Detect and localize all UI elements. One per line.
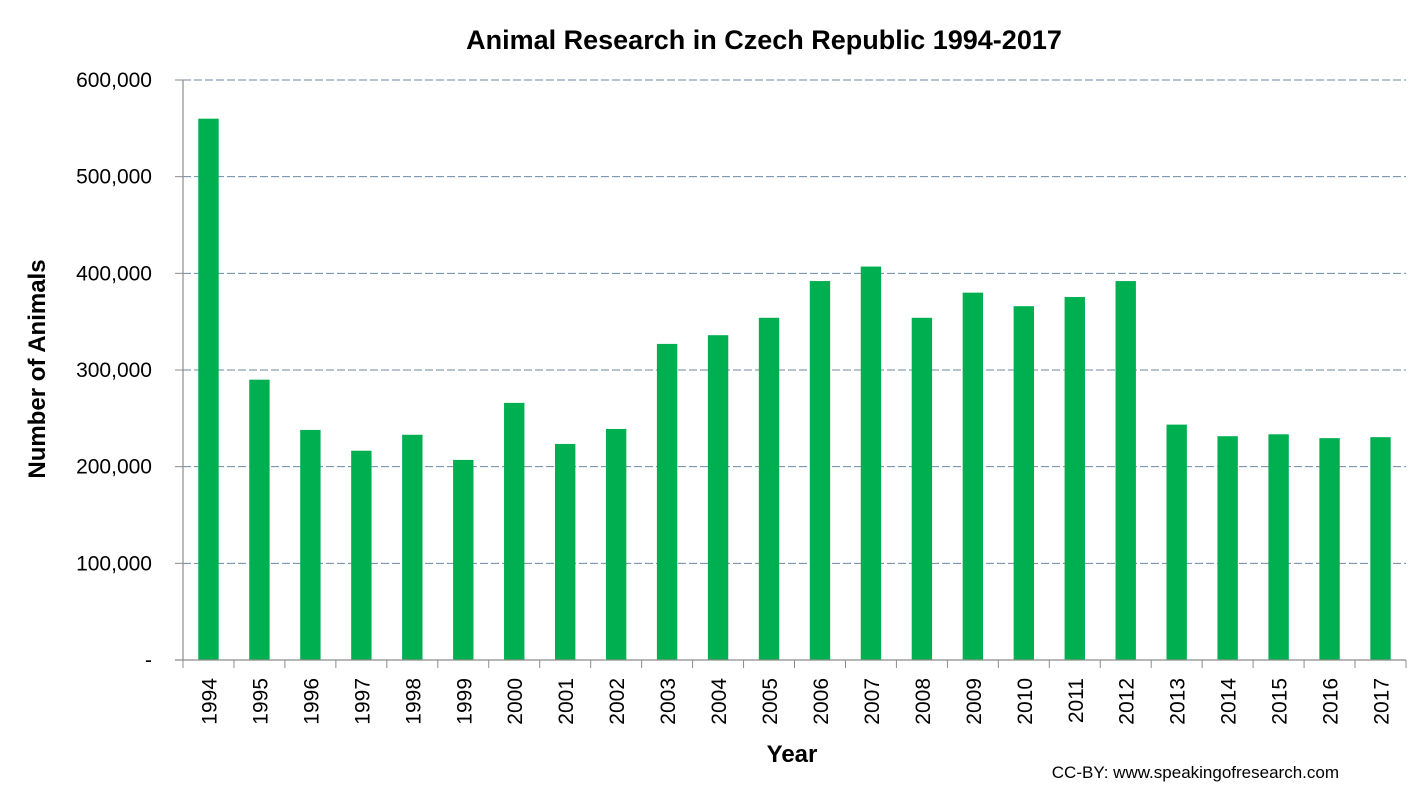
- x-tick-label: 2011: [1065, 678, 1088, 723]
- x-tick-label: 2003: [657, 678, 680, 725]
- bar-2006: [809, 281, 831, 660]
- bar-1995: [249, 379, 270, 660]
- x-tick-label: 2017: [1371, 678, 1394, 725]
- x-tick-label: 2006: [810, 678, 833, 725]
- bar-2010: [1013, 306, 1035, 660]
- bar-2001: [554, 443, 576, 660]
- x-tick-label: 2013: [1167, 678, 1190, 725]
- y-tick-label: 100,000: [76, 552, 152, 575]
- bar-2002: [605, 428, 627, 660]
- x-tick-label: 1994: [198, 678, 221, 725]
- x-tick-label: 2001: [555, 678, 578, 725]
- bars: [198, 118, 1391, 660]
- bar-2004: [707, 335, 729, 660]
- y-tick-label: 300,000: [76, 359, 152, 382]
- x-tick-label: 2010: [1014, 678, 1037, 725]
- x-tick-label: 2008: [912, 678, 935, 725]
- chart-title: Animal Research in Czech Republic 1994-2…: [466, 25, 1062, 55]
- credit-text: CC-BY: www.speakingofresearch.com: [1052, 763, 1339, 782]
- y-tick-label: -: [145, 649, 152, 672]
- y-axis-label: Number of Animals: [24, 259, 51, 478]
- bar-1999: [453, 459, 474, 660]
- bar-2005: [758, 317, 780, 660]
- x-tick-label: 2000: [504, 678, 527, 725]
- y-tick-label: 200,000: [76, 456, 152, 479]
- bar-2015: [1268, 434, 1289, 660]
- bar-2000: [504, 402, 525, 660]
- bar-2008: [911, 317, 933, 660]
- bar-2016: [1319, 438, 1340, 660]
- gridlines: [183, 79, 1406, 564]
- x-tick-label: 2004: [708, 678, 731, 725]
- bar-1994: [198, 118, 219, 660]
- x-tick-label: 1999: [453, 678, 476, 725]
- bar-2013: [1166, 424, 1187, 660]
- x-tick-label: 2007: [861, 678, 884, 725]
- bar-2012: [1115, 281, 1136, 660]
- y-tick-label: 400,000: [76, 262, 152, 285]
- bar-2003: [656, 343, 678, 660]
- bar-2017: [1370, 437, 1391, 660]
- x-tick-labels: 1994 1995 1996 1997 1998 1999 2000 2001 2002 2003…: [198, 678, 1393, 725]
- bar-1998: [402, 434, 423, 660]
- bar-2009: [962, 292, 984, 660]
- x-tick-label: 2012: [1116, 678, 1139, 725]
- x-tick-label: 2016: [1320, 678, 1343, 725]
- x-tick-label: 2015: [1269, 678, 1292, 725]
- bar-2011: [1064, 297, 1085, 660]
- bar-1996: [300, 429, 321, 660]
- x-tick-label: 2014: [1218, 678, 1241, 725]
- y-tick-labels: - 100,000 200,000 300,000 400,000 500,000 600,…: [76, 69, 152, 672]
- bar-2007: [860, 266, 882, 660]
- x-axis-label: Year: [767, 741, 818, 768]
- y-tick-label: 500,000: [76, 166, 152, 189]
- bar-1997: [351, 450, 372, 660]
- bar-2014: [1217, 436, 1238, 660]
- y-tick-label: 600,000: [76, 69, 152, 92]
- x-tick-label: 2009: [963, 678, 986, 725]
- x-tick-label: 1998: [402, 678, 425, 725]
- x-tick-label: 1995: [249, 678, 272, 725]
- x-tick-label: 1997: [351, 678, 374, 725]
- x-tick-label: 1996: [300, 678, 323, 725]
- axes: [175, 79, 1407, 668]
- x-tick-label: 2005: [759, 678, 782, 725]
- x-tick-label: 2002: [606, 678, 629, 725]
